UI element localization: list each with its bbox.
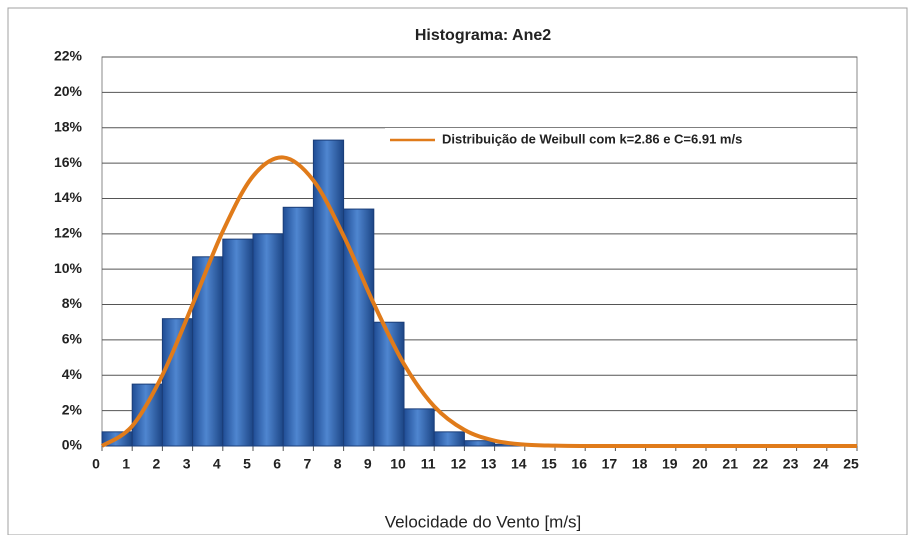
bar [192,256,224,447]
bar [282,206,314,447]
bar [463,440,496,447]
y-tick-label: 8% [62,295,83,311]
x-tick-label: 6 [273,456,281,472]
bar [222,238,254,447]
bar [252,233,284,447]
x-tick-label: 14 [511,456,527,472]
bar [131,383,163,447]
bar [433,431,465,447]
x-tick-label: 8 [334,456,342,472]
x-tick-label: 4 [213,456,221,472]
x-tick-label: 0 [92,456,100,472]
y-tick-label: 18% [54,118,83,134]
x-tick-label: 23 [783,456,799,472]
y-tick-label: 20% [54,83,83,99]
x-tick-label: 16 [571,456,587,472]
y-tick-label: 6% [62,331,83,347]
y-tick-label: 14% [54,189,83,205]
x-tick-label: 12 [451,456,467,472]
x-tick-label: 13 [481,456,497,472]
legend-bg [385,128,850,152]
x-tick-label: 21 [722,456,738,472]
y-tick-label: 16% [54,154,83,170]
x-tick-label: 3 [183,456,191,472]
x-tick-label: 19 [662,456,678,472]
legend-label: Distribuição de Weibull com k=2.86 e C=6… [442,131,742,146]
y-tick-label: 12% [54,225,83,241]
x-tick-label: 25 [843,456,859,472]
y-tick-label: 22% [54,48,83,64]
x-tick-label: 1 [122,456,130,472]
y-tick-label: 10% [54,260,83,276]
x-tick-label: 9 [364,456,372,472]
y-tick-label: 2% [62,401,83,417]
x-tick-label: 5 [243,456,251,472]
x-tick-label: 18 [632,456,648,472]
x-tick-label: 17 [602,456,618,472]
x-tick-label: 24 [813,456,829,472]
x-tick-label: 15 [541,456,557,472]
x-tick-label: 10 [390,456,406,472]
x-axis-label: Velocidade do Vento [m/s] [385,512,582,531]
bar [403,408,435,447]
x-tick-label: 11 [421,456,436,472]
y-tick-label: 4% [62,366,83,382]
y-tick-label: 0% [62,437,83,453]
bar [373,321,405,447]
x-tick-label: 7 [304,456,312,472]
x-tick-label: 2 [153,456,161,472]
x-tick-label: 20 [692,456,708,472]
chart-title: Histograma: Ane2 [415,27,551,44]
x-tick-label: 22 [753,456,769,472]
weibull-line [100,155,857,449]
